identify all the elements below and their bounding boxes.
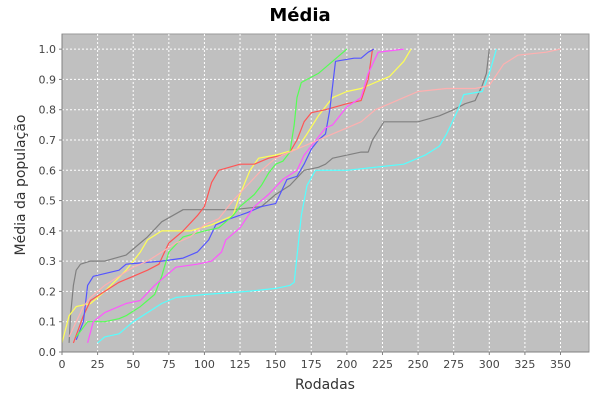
x-tick-label: 75 [162,358,176,371]
x-axis-label: Rodadas [295,377,355,393]
x-tick-label: 175 [301,358,322,371]
y-tick-label: 0.7 [39,134,57,147]
x-tick-label: 350 [550,358,571,371]
y-tick-label: 0.6 [39,164,57,177]
x-tick-label: 250 [408,358,429,371]
series-line-2 [72,49,374,344]
axes [61,34,589,353]
series-line-3 [75,48,375,341]
y-tick-label: 0.1 [39,316,57,329]
y-tick-label: 0.9 [39,73,57,86]
x-tick-label: 25 [91,358,105,371]
x-tick-label: 125 [230,358,251,371]
y-tick-label: 0.8 [39,104,57,117]
x-tick-label: 225 [372,358,393,371]
x-tick-label: 325 [514,358,535,371]
series-line-4 [75,48,348,338]
x-tick-label: 300 [479,358,500,371]
y-axis-label: Média da população [13,115,29,256]
y-tick-label: 0.4 [39,225,57,238]
series-line-5 [87,48,404,344]
x-tick-label: 100 [194,358,215,371]
y-tick-label: 1.0 [39,43,57,56]
chart-title: Média [269,5,330,26]
series-line-0 [68,49,490,343]
x-tick-label: 50 [126,358,140,371]
y-tick-label: 0.5 [39,195,57,208]
series-line-1 [61,48,412,344]
x-tick-label: 0 [59,358,66,371]
x-tick-label: 150 [265,358,286,371]
x-tick-label: 275 [443,358,464,371]
series-line-6 [97,48,497,344]
y-tick-label: 0.0 [39,346,57,359]
y-ticks: 0.0 0.1 0.2 0.3 0.4 0.5 0.6 0.7 0.8 0.9 1.0 [39,43,62,359]
plot-area [61,33,590,353]
series-line-7 [68,48,561,338]
x-tick-label: 200 [336,358,357,371]
y-tick-label: 0.3 [39,255,57,268]
grid [61,34,589,353]
series-group [61,48,561,344]
x-ticks: 0 25 50 75 100 125 150 175 200 225 250 275 300 325 350 [59,352,571,371]
y-tick-label: 0.2 [39,285,57,298]
